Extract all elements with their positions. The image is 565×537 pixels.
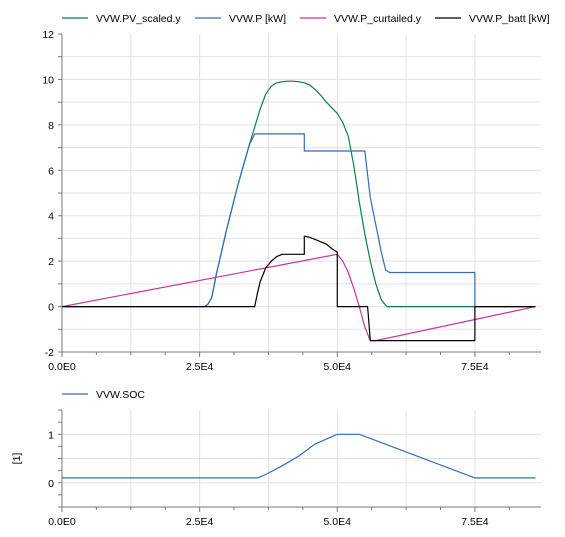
series-line-3 bbox=[61, 253, 536, 342]
y-tick-label: 0 bbox=[48, 478, 54, 490]
legend-label: VVW.SOC bbox=[96, 389, 145, 401]
y-tick-label: 8 bbox=[48, 120, 54, 132]
x-tick-label: 7.5E4 bbox=[461, 361, 489, 373]
y-tick-label: 2 bbox=[48, 256, 54, 268]
legend-label: VVW.P_batt [kW] bbox=[469, 13, 550, 25]
chart-panel-2: 0.0E0 2.5E4 5.0E4 7.5E4 0 1 [1] VVW.SOC bbox=[11, 389, 541, 528]
x-tick-label: 0.0E0 bbox=[48, 361, 76, 373]
gridlines bbox=[62, 34, 541, 352]
x-tick-label: 2.5E4 bbox=[186, 516, 214, 528]
x-tick-label: 5.0E4 bbox=[324, 361, 352, 373]
series-line-2 bbox=[62, 133, 536, 308]
y-axis-label: [1] bbox=[11, 453, 23, 465]
series-line-4 bbox=[62, 235, 536, 342]
y-tick-label: 0 bbox=[48, 302, 54, 314]
y-tick-label: 6 bbox=[48, 165, 54, 177]
legend-label: VVW.P_curtailed.y bbox=[334, 13, 422, 25]
x-tick-label: 7.5E4 bbox=[461, 516, 489, 528]
x-tick-label: 2.5E4 bbox=[186, 361, 214, 373]
y-tick-label: 4 bbox=[48, 211, 54, 223]
gridlines bbox=[62, 410, 541, 507]
x-tick-label: 0.0E0 bbox=[48, 516, 76, 528]
legend-label: VVW.PV_scaled.y bbox=[96, 13, 181, 25]
chart-panel-1: 0.0E0 2.5E4 5.0E4 7.5E4 -2 0 2 4 6 8 10 12 VVW.PV_sc… bbox=[42, 13, 549, 373]
y-tick-label: 12 bbox=[42, 29, 54, 41]
y-tick-label: 1 bbox=[48, 429, 54, 441]
legend-label: VVW.P [kW] bbox=[229, 13, 286, 25]
x-tick-label: 5.0E4 bbox=[324, 516, 352, 528]
series-line-1 bbox=[62, 433, 536, 479]
y-tick-label: 10 bbox=[42, 74, 54, 86]
y-tick-label: -2 bbox=[45, 347, 54, 359]
